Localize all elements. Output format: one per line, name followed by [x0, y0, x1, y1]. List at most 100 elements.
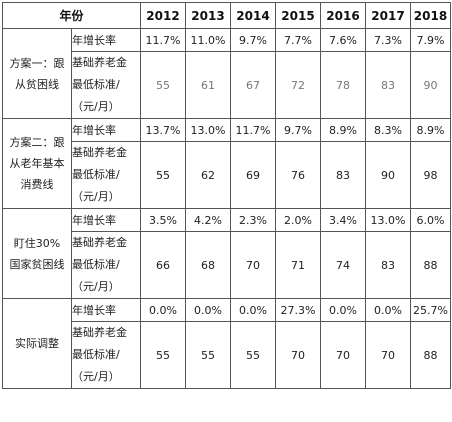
base-pension-cell-2016: 70	[320, 321, 366, 389]
plan-name-line: 实际调整	[15, 337, 59, 350]
growth-rate-cell-2016: 0.0%	[320, 298, 366, 322]
growth-rate-cell-2017: 7.3%	[365, 28, 411, 52]
base-pension-cell-2012: 66	[140, 231, 186, 299]
growth-rate-cell-2012: 0.0%	[140, 298, 186, 322]
base-pension-label-line: 基础养老金	[72, 326, 128, 339]
growth-rate-cell-2014: 2.3%	[230, 208, 276, 232]
base-pension-label-line: 最低标准/	[72, 348, 120, 361]
header-year-2016: 2016	[320, 2, 366, 29]
growth-rate-cell-2012: 13.7%	[140, 118, 186, 142]
growth-rate-cell-2017: 0.0%	[365, 298, 411, 322]
growth-rate-cell-2016: 7.6%	[320, 28, 366, 52]
plan-name-line: 从老年基本	[9, 157, 65, 170]
growth-rate-label: 年增长率	[71, 28, 141, 52]
plan-name-line: 从贫困线	[15, 77, 59, 91]
plan-3-name-cell: 盯住30% 国家贫困线	[2, 208, 72, 299]
growth-rate-cell-2015: 2.0%	[275, 208, 321, 232]
growth-rate-cell-2012: 11.7%	[140, 28, 186, 52]
plan-4-growth-row: 实际调整 年增长率 0.0% 0.0% 0.0% 27.3% 0.0% 0.0% 25.7%	[2, 298, 451, 389]
base-pension-cell-2013: 55	[185, 321, 231, 389]
base-pension-cell-2016: 74	[320, 231, 366, 299]
base-pension-cell-2014: 55	[230, 321, 276, 389]
plan-2-growth-row: 方案二：跟 从老年基本 消费线 年增长率 13.7% 13.0% 11.7% 9.7% 8.9%…	[2, 118, 451, 209]
plan-2-name-cell: 方案二：跟从老年基本消费线	[2, 118, 72, 209]
base-pension-cell-2015: 70	[275, 321, 321, 389]
growth-rate-cell-2016: 3.4%	[320, 208, 366, 232]
growth-rate-cell-2016: 8.9%	[320, 118, 366, 142]
base-pension-cell-2012: 55	[140, 51, 186, 119]
growth-rate-cell-2014: 9.7%	[230, 28, 276, 52]
base-pension-cell-2016: 78	[320, 51, 366, 119]
base-pension-label-line: 基础养老金	[72, 146, 128, 159]
header-year-2012: 2012	[140, 2, 186, 29]
base-pension-cell-2015: 76	[275, 141, 321, 209]
base-pension-label-line: 最低标准/	[72, 258, 120, 271]
base-pension-cell-2016: 83	[320, 141, 366, 209]
growth-rate-cell-2015: 7.7%	[275, 28, 321, 52]
plan-name-line: 方案一：跟	[9, 56, 65, 70]
growth-rate-cell-2014: 11.7%	[230, 118, 276, 142]
header-year-2015: 2015	[275, 2, 321, 29]
plan-3-base-pension-row: 基础养老金 最低标准/ （元/月） 66 68 70 71 74 83 88	[3, 231, 451, 299]
base-pension-cell-2014: 69	[230, 141, 276, 209]
base-pension-cell-2015: 72	[275, 51, 321, 119]
base-pension-label-line: （元/月）	[72, 190, 120, 203]
plan-4-name-cell: 实际调整	[2, 298, 72, 389]
growth-rate-cell-2018: 25.7%	[410, 298, 451, 322]
growth-rate-cell-2018: 7.9%	[410, 28, 451, 52]
base-pension-cell-2013: 68	[185, 231, 231, 299]
plan-1-base-pension-row: 基础养老金最低标准/ （元/月） 55 61 67 72 78 83 90	[3, 51, 451, 119]
header-row: 年份 2012 2013 2014 2015 2016 2017 2018	[2, 2, 451, 29]
growth-rate-cell-2017: 8.3%	[365, 118, 411, 142]
pension-table-container: 年份 2012 2013 2014 2015 2016 2017 2018 方案…	[2, 2, 451, 389]
base-pension-cell-2015: 71	[275, 231, 321, 299]
base-pension-cell-2014: 67	[230, 51, 276, 119]
base-pension-label: 基础养老金 最低标准/ （元/月）	[71, 231, 141, 299]
base-pension-cell-2013: 61	[185, 51, 231, 119]
growth-rate-cell-2013: 0.0%	[185, 298, 231, 322]
base-pension-cell-2018: 88	[410, 321, 451, 389]
base-pension-cell-2017: 70	[365, 321, 411, 389]
base-pension-label-line: 最低标准/	[72, 78, 120, 91]
plan-name-line: 国家贫困线	[9, 257, 65, 271]
base-pension-cell-2018: 88	[410, 231, 451, 299]
plan-2-base-pension-row: 基础养老金 最低标准/ （元/月） 55 62 69 76 83 90 98	[3, 141, 451, 209]
growth-rate-cell-2017: 13.0%	[365, 208, 411, 232]
plan-1-name-cell: 方案一：跟从贫困线	[2, 28, 72, 119]
base-pension-label-line: （元/月）	[72, 370, 120, 383]
base-pension-cell-2014: 70	[230, 231, 276, 299]
growth-rate-cell-2015: 9.7%	[275, 118, 321, 142]
plan-4-base-pension-row: 基础养老金 最低标准/（元/月） 55 55 55 70 70 70 88	[3, 321, 451, 389]
header-year-2017: 2017	[365, 2, 411, 29]
base-pension-label: 基础养老金最低标准/ （元/月）	[71, 141, 141, 209]
growth-rate-cell-2012: 3.5%	[140, 208, 186, 232]
plan-name-line: 消费线	[20, 178, 54, 191]
pension-standard-table: 年份 2012 2013 2014 2015 2016 2017 2018 方案…	[2, 2, 451, 389]
growth-rate-cell-2014: 0.0%	[230, 298, 276, 322]
growth-rate-cell-2013: 11.0%	[185, 28, 231, 52]
base-pension-cell-2012: 55	[140, 321, 186, 389]
base-pension-label-line: 最低标准/	[72, 168, 120, 181]
growth-rate-label: 年增长率	[71, 208, 141, 232]
growth-rate-label: 年增长率	[71, 118, 141, 142]
plan-name-line: 方案二：跟	[9, 136, 65, 149]
growth-rate-cell-2013: 13.0%	[185, 118, 231, 142]
base-pension-label-line: （元/月）	[72, 100, 120, 113]
base-pension-cell-2018: 98	[410, 141, 451, 209]
base-pension-cell-2017: 83	[365, 51, 411, 119]
growth-rate-cell-2018: 8.9%	[410, 118, 451, 142]
table-body: 年份 2012 2013 2014 2015 2016 2017 2018 方案…	[2, 2, 451, 389]
plan-name-line: 盯住30%	[13, 236, 61, 250]
base-pension-cell-2017: 83	[365, 231, 411, 299]
growth-rate-cell-2015: 27.3%	[275, 298, 321, 322]
header-corner-cell: 年份	[2, 2, 141, 29]
header-year-2014: 2014	[230, 2, 276, 29]
header-year-2018: 2018	[410, 2, 451, 29]
growth-rate-label: 年增长率	[71, 298, 141, 322]
growth-rate-cell-2013: 4.2%	[185, 208, 231, 232]
base-pension-cell-2012: 55	[140, 141, 186, 209]
base-pension-label: 基础养老金最低标准/ （元/月）	[71, 321, 141, 389]
base-pension-label-line: 基础养老金	[72, 56, 128, 69]
base-pension-cell-2018: 90	[410, 51, 451, 119]
base-pension-label-line: （元/月）	[72, 280, 120, 293]
